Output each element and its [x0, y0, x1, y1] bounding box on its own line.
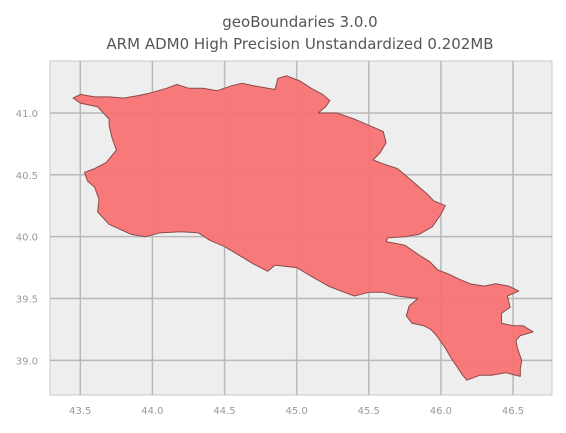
country-boundary-armenia [72, 75, 534, 381]
x-tick-label: 44.0 [141, 406, 163, 417]
x-tick-label: 44.5 [213, 406, 235, 417]
x-tick-label: 46.0 [430, 406, 452, 417]
y-tick-label: 39.0 [16, 356, 38, 367]
title-line-1: geoBoundaries 3.0.0 [222, 13, 377, 31]
y-axis-ticks: 39.0 39.5 40.0 40.5 41.0 [16, 109, 38, 367]
x-tick-label: 45.5 [358, 406, 380, 417]
x-axis-ticks: 43.5 44.0 44.5 45.0 45.5 46.0 46.5 [69, 406, 524, 417]
y-tick-label: 40.5 [16, 171, 38, 182]
x-tick-label: 43.5 [69, 406, 91, 417]
x-tick-label: 46.5 [502, 406, 524, 417]
y-tick-label: 39.5 [16, 295, 38, 306]
y-tick-label: 41.0 [16, 109, 38, 120]
y-tick-label: 40.0 [16, 233, 38, 244]
title-line-2: ARM ADM0 High Precision Unstandardized 0… [106, 35, 493, 53]
x-tick-label: 45.0 [286, 406, 308, 417]
